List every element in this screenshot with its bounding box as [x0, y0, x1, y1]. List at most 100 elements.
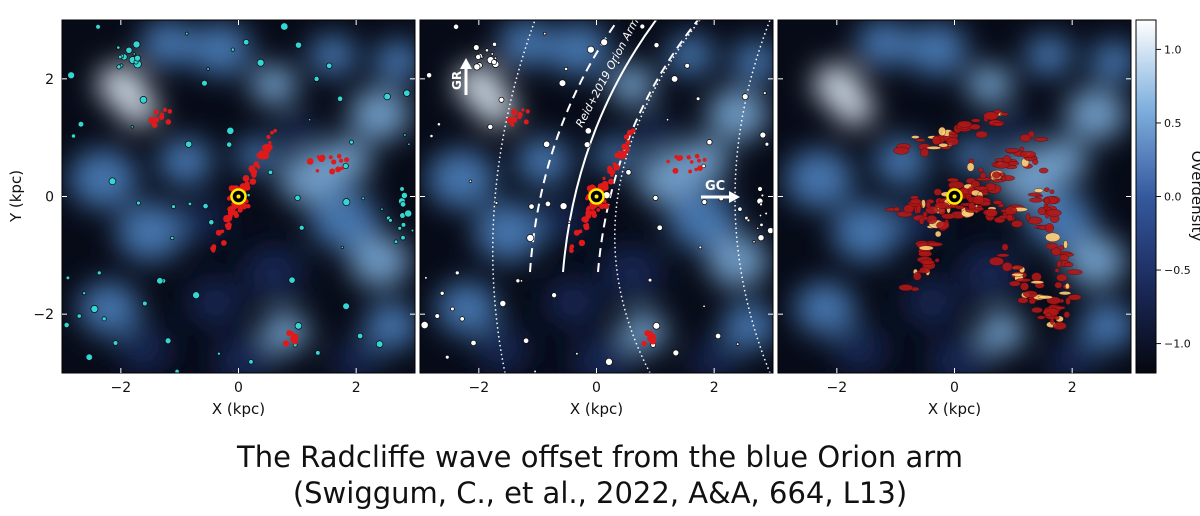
cyan-cluster-point: [139, 96, 148, 104]
red-cluster-point: [702, 157, 707, 162]
white-cluster-point: [473, 63, 481, 71]
density-blob: [317, 137, 372, 185]
cyan-cluster-point: [288, 276, 296, 284]
panel-right-axes: −2 0 2 X (kpc): [778, 20, 1131, 418]
panel-right-density-map: [785, 20, 1131, 373]
white-cluster-point: [439, 290, 445, 296]
red-cluster-point: [256, 165, 261, 169]
red-cluster-point: [228, 213, 233, 219]
density-blob: [474, 202, 543, 262]
density-blob: [690, 340, 738, 373]
dust-clump: [941, 213, 956, 220]
white-cluster-point: [714, 332, 722, 340]
cyan-cluster-point: [96, 270, 102, 276]
cyan-cluster-point: [132, 52, 136, 56]
gc-arrow: GC: [701, 179, 740, 203]
red-cluster-point: [291, 338, 299, 345]
red-cluster-point: [336, 153, 342, 159]
panel-left-axes: −2 0 2 −2 0 2 X (kpc): [33, 20, 415, 418]
dust-clump: [1043, 187, 1050, 192]
cyan-cluster-point: [130, 125, 134, 129]
cyan-cluster-point: [403, 89, 411, 97]
density-blob: [794, 281, 856, 335]
white-cluster-point: [575, 352, 579, 356]
red-cluster-point: [159, 112, 164, 117]
cyan-cluster-point: [349, 139, 354, 145]
cyan-cluster-point: [76, 313, 82, 319]
dust-clump: [955, 205, 965, 210]
red-cluster-point: [607, 178, 614, 185]
cyan-cluster-point: [206, 67, 210, 71]
density-blob: [1048, 340, 1096, 373]
white-cluster-point: [544, 200, 552, 207]
cyan-cluster-point: [242, 39, 250, 46]
density-blob: [1024, 34, 1073, 76]
dust-clump: [913, 272, 922, 281]
cyan-cluster-point: [383, 92, 391, 101]
dust-clump: [989, 256, 1004, 266]
red-cluster-point: [506, 117, 513, 124]
cyan-cluster-point: [361, 196, 366, 201]
density-blob: [1033, 137, 1088, 185]
dust-clump: [1004, 206, 1018, 216]
arm-centerline: [562, 20, 657, 273]
cyan-cluster-point: [246, 193, 251, 198]
white-cluster-point: [759, 222, 764, 228]
white-cluster-point: [491, 59, 497, 65]
cyan-cluster-point: [142, 300, 148, 307]
red-cluster-point: [525, 109, 530, 114]
density-blob: [243, 246, 305, 300]
density-blob: [545, 278, 601, 326]
density-blob: [731, 40, 773, 82]
density-blob: [707, 87, 769, 141]
red-cluster-point: [338, 158, 344, 163]
dust-clump: [898, 284, 914, 292]
dust-clump: [977, 167, 984, 173]
dust-clump: [1045, 232, 1061, 242]
colorbar-tick-label: 0.5: [1164, 117, 1182, 130]
cyan-cluster-point: [315, 350, 321, 356]
density-blob: [571, 334, 633, 373]
white-cluster-point: [559, 202, 568, 210]
white-cluster-point: [499, 300, 507, 307]
density-blob: [834, 90, 875, 126]
cyan-cluster-point: [400, 222, 407, 228]
red-cluster-point: [569, 246, 574, 251]
dust-clump: [927, 242, 943, 247]
red-cluster-point: [268, 140, 272, 145]
cyan-cluster-point: [337, 95, 344, 102]
dust-clump: [1033, 137, 1049, 142]
cyan-cluster-point: [294, 322, 303, 330]
white-cluster-point: [741, 93, 749, 100]
dust-clump: [1011, 272, 1024, 277]
red-cluster-point: [331, 159, 337, 165]
red-cluster-point: [585, 196, 589, 201]
red-cluster-point: [622, 145, 627, 150]
red-cluster-point: [613, 163, 620, 171]
density-blob: [707, 234, 769, 288]
density-blob: [675, 137, 730, 185]
red-cluster-point: [596, 208, 601, 212]
dust-clump: [1052, 321, 1067, 330]
white-cluster-point: [515, 278, 521, 284]
cyan-cluster-point: [399, 186, 405, 192]
galactocentric-circle-inner: [492, 20, 536, 373]
cyan-cluster-point: [65, 275, 71, 280]
x-tick-label: 2: [710, 380, 719, 396]
dust-clump: [1033, 188, 1044, 193]
cyan-cluster-point: [95, 24, 101, 30]
red-cluster-point: [697, 165, 703, 172]
dust-clump: [915, 138, 926, 143]
white-cluster-point: [706, 139, 713, 146]
density-blob: [668, 190, 737, 250]
white-cluster-point: [584, 127, 592, 135]
colorbar-gradient: [1135, 19, 1157, 374]
red-cluster-point: [226, 222, 232, 228]
cyan-cluster-point: [170, 235, 175, 241]
dust-clump: [1032, 158, 1039, 165]
white-cluster-point: [647, 277, 653, 283]
colorbar-label: Overdensity: [1188, 151, 1200, 242]
x-axis-label: X (kpc): [212, 400, 265, 418]
dust-clump: [1001, 243, 1009, 251]
white-cluster-point: [475, 54, 482, 60]
